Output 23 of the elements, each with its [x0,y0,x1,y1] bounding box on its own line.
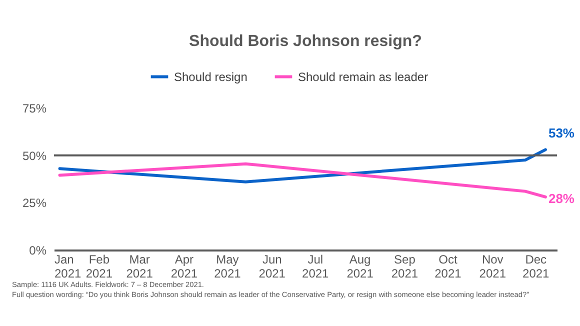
y-tick-label: 75% [22,102,47,116]
x-tick-label: Aug 2021 [346,252,374,280]
y-tick-label: 50% [22,148,47,163]
x-tick-label: May 2021 [214,252,242,280]
legend-label: Should remain as leader [298,70,428,84]
line-series [58,148,547,184]
data-label: 53% [548,126,575,141]
x-tick-label: Sep 2021 [391,252,418,280]
x-tick-label: Oct 2021 [434,252,462,280]
y-tick-label: 25% [22,196,47,210]
x-tick-label: Apr 2021 [170,252,198,280]
x-tick-label: Feb 2021 [86,252,113,280]
y-tick-label: 0% [29,244,47,258]
chart-title: Should Boris Johnson resign? [189,33,422,50]
line-series [58,162,547,198]
data-label: 28% [548,190,575,206]
x-tick-label: Jun 2021 [258,252,286,280]
x-tick-label: Nov 2021 [479,252,506,280]
x-tick-label: Mar 2021 [126,252,154,280]
x-tick-label: Dec 2021 [522,252,550,280]
x-tick-label: Jul 2021 [302,252,330,280]
legend-label: Should resign [174,70,248,84]
x-tick-label: Jan 2021 [54,252,82,280]
